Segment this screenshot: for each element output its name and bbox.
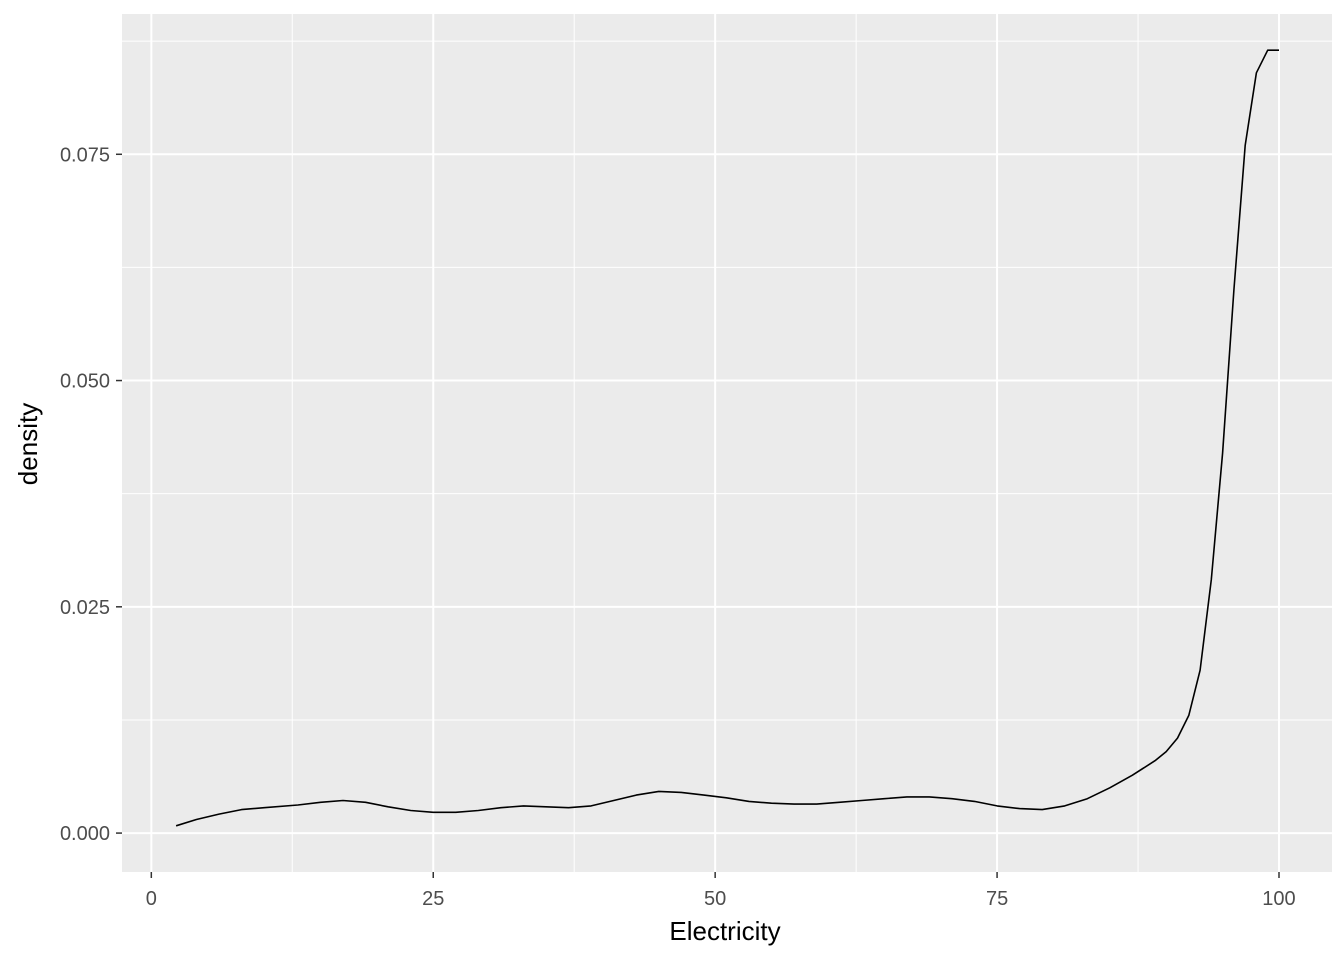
density-line: [175, 49, 1279, 827]
x-axis-title: Electricity: [669, 916, 780, 946]
x-tick-label: 50: [704, 888, 726, 910]
minor-gridlines: [122, 14, 1332, 872]
y-tick-label: 0.075: [60, 144, 110, 166]
axis-ticks: [116, 153, 1280, 878]
tick-labels: 0 25 50 75 100 0.000 0.025 0.050 0.075: [60, 144, 1296, 910]
y-tick-label: 0.000: [60, 823, 110, 845]
y-axis-title: density: [13, 403, 43, 485]
plot-panel: [122, 14, 1332, 872]
major-gridlines: [122, 14, 1332, 872]
x-tick-label: 75: [986, 888, 1008, 910]
y-tick-label: 0.025: [60, 597, 110, 619]
x-tick-label: 100: [1262, 888, 1295, 910]
x-tick-label: 0: [146, 888, 157, 910]
x-tick-label: 25: [422, 888, 444, 910]
y-tick-label: 0.050: [60, 371, 110, 393]
series-layer: [175, 49, 1279, 827]
